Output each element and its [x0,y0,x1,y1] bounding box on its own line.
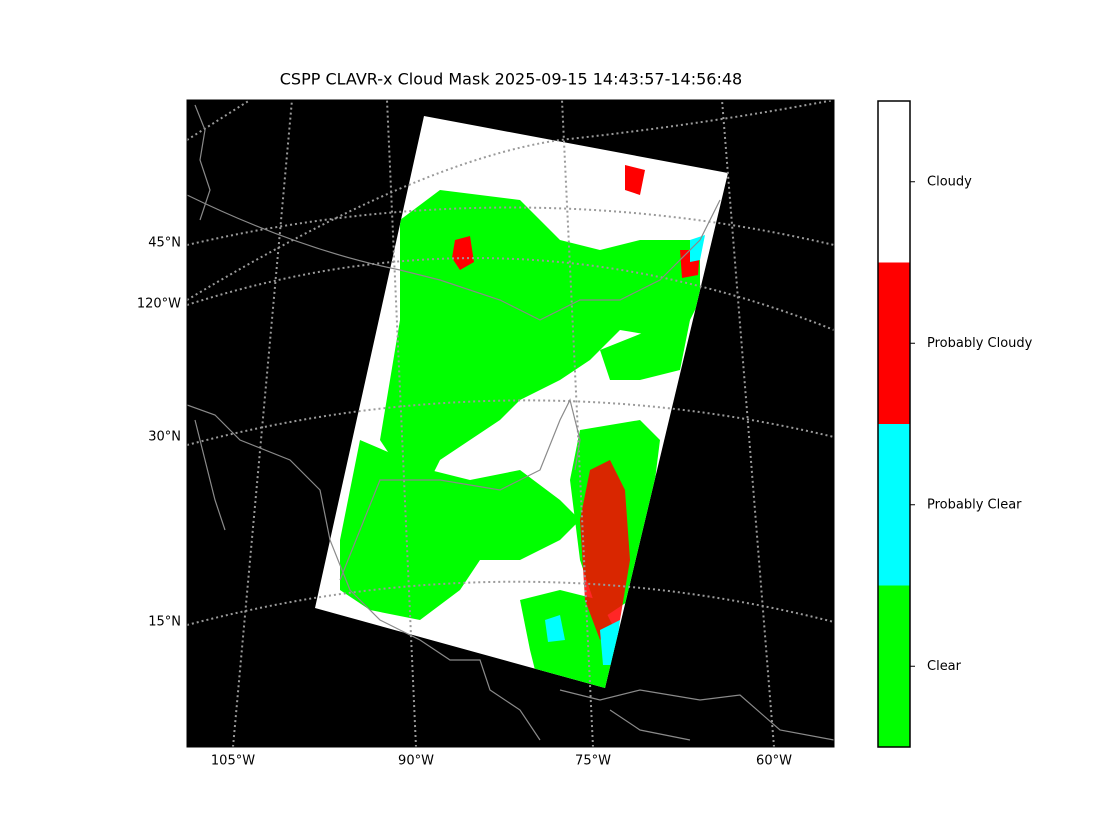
latitude-label: 45°N [148,236,181,251]
latitude-label: 30°N [148,430,181,445]
colorbar-label: Cloudy [927,174,972,189]
longitude-label: 90°W [398,754,434,769]
colorbar-segment [878,424,910,586]
colorbar-label: Clear [927,659,962,674]
graticule [187,100,834,747]
colorbar-segment [878,101,910,263]
map-title: CSPP CLAVR-x Cloud Mask 2025-09-15 14:43… [280,70,742,89]
longitude-label: 75°W [575,754,611,769]
colorbar-frame [877,100,911,748]
latitude-label: 15°N [148,615,181,630]
colorbar-label: Probably Clear [927,497,1022,512]
colorbar-label: Probably Cloudy [927,336,1033,351]
longitude-label: 105°W [211,754,255,769]
map-frame [186,99,835,748]
colorbar-segment [878,585,910,747]
latitude-label: 120°W [137,297,181,312]
coastlines [187,104,834,741]
map [187,100,834,747]
cloud-mask [340,165,705,688]
colorbar-segment [878,262,910,424]
longitude-label: 60°W [756,754,792,769]
